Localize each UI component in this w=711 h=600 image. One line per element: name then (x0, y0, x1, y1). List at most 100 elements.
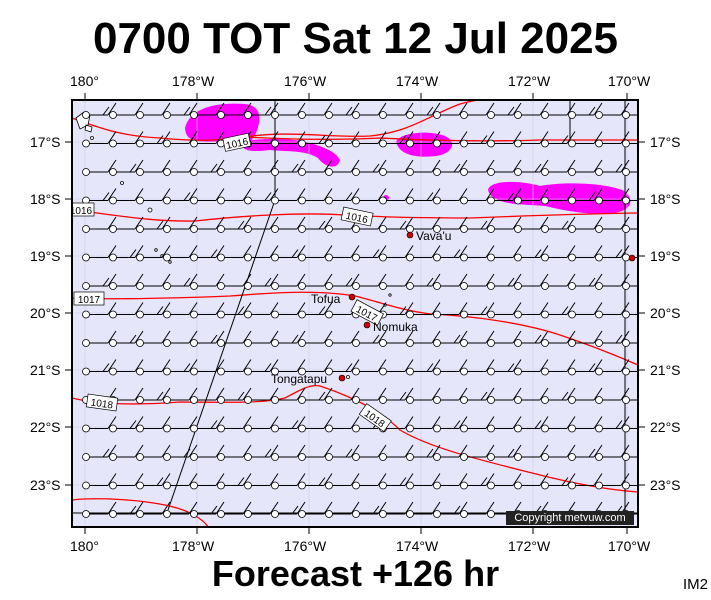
barb-staff (413, 102, 441, 116)
barb-staff (602, 302, 630, 315)
wind-barb (298, 131, 333, 148)
barb-station (352, 253, 360, 262)
places: Vava'u Tofua Nomuka Tongatapu (271, 229, 636, 386)
barb-station (460, 424, 468, 433)
wind-barb (109, 501, 144, 518)
barb-station (568, 111, 576, 119)
barb-station (136, 282, 144, 290)
barb-station (244, 424, 252, 433)
wind-barb (298, 387, 333, 404)
barb-staff (89, 102, 117, 116)
wind-barb (541, 444, 576, 461)
barb-station (595, 396, 603, 404)
barb-station (163, 453, 171, 461)
barb-staff (143, 102, 171, 116)
barb-staff (170, 473, 198, 486)
barb-staff (170, 188, 198, 201)
wind-barb (244, 473, 279, 490)
wind-barb (379, 444, 414, 461)
barb-staff (602, 102, 630, 116)
lon-label-top: 172°W (508, 73, 551, 89)
barb-staff (413, 387, 441, 401)
barb-staff (305, 330, 333, 344)
barb-staff (440, 330, 468, 344)
barb-staff (521, 330, 549, 344)
barb-station (406, 168, 414, 176)
barb-staff (116, 330, 144, 344)
barb-station (325, 111, 333, 119)
wind-barb (244, 416, 279, 433)
wind-barb (136, 102, 171, 119)
barb-station (298, 310, 306, 319)
barb-station (406, 225, 414, 233)
barb-staff (386, 159, 414, 173)
barb-staff (197, 188, 225, 201)
barb-staff (494, 245, 522, 258)
wind-barb (82, 473, 117, 490)
wind-barb (163, 444, 198, 461)
barb-staff (602, 473, 630, 486)
barb-station (514, 139, 522, 148)
wind-barb (595, 102, 630, 119)
wind-barb (163, 216, 198, 233)
barb-staff (467, 131, 495, 144)
barb-station (406, 453, 414, 461)
barb-station (109, 453, 117, 461)
barb-station (244, 168, 252, 176)
barb-staff (467, 302, 495, 315)
barb-staff (548, 416, 576, 429)
barb-station (163, 196, 171, 205)
wind-barb (244, 302, 279, 319)
wind-barb (433, 416, 468, 433)
wind-barb (487, 102, 522, 119)
wind-barb (271, 302, 306, 319)
barb-station (244, 310, 252, 319)
wind-barb (217, 245, 252, 262)
barb-staff (305, 473, 333, 486)
barb-staff (467, 501, 495, 515)
wind-barb (325, 473, 360, 490)
wind-barb (163, 302, 198, 319)
wind-barb (622, 310, 638, 319)
barb-station (379, 139, 387, 148)
barb-staff (494, 216, 522, 230)
barb-staff (143, 245, 171, 258)
wind-barb (595, 131, 630, 148)
barb-station (568, 139, 576, 148)
wind-barb (109, 473, 144, 490)
barb-station (244, 339, 252, 347)
isobar-label-box (85, 393, 119, 412)
wind-barb (190, 501, 225, 518)
barb-station (487, 282, 495, 290)
rain-patch (241, 139, 340, 167)
barb-staff (251, 444, 279, 458)
barb-station (82, 310, 90, 319)
barb-station (406, 253, 414, 262)
barb-station (487, 453, 495, 461)
wind-barb (217, 302, 252, 319)
wind-barb (595, 188, 630, 205)
wind-barb (514, 330, 549, 347)
barb-station (595, 225, 603, 233)
barb-station (622, 481, 630, 490)
barb-staff (521, 302, 549, 315)
barb-staff (251, 387, 279, 401)
barb-station (352, 481, 360, 490)
wind-barb (487, 159, 522, 176)
barb-station (82, 367, 90, 376)
barb-staff (386, 330, 414, 344)
barb-station (82, 453, 90, 461)
barb-staff (251, 159, 279, 173)
wind-barb (433, 387, 468, 404)
wind-barb (352, 501, 387, 518)
barb-station (163, 282, 171, 290)
lat-label-left: 17°S (30, 134, 61, 150)
barb-staff (629, 228, 638, 230)
wind-barb (244, 359, 279, 376)
barb-station (622, 111, 630, 119)
barb-staff (386, 245, 414, 258)
wind-barb (352, 216, 387, 233)
barb-staff (197, 473, 225, 486)
barb-staff (467, 188, 495, 201)
barb-staff (332, 159, 360, 173)
